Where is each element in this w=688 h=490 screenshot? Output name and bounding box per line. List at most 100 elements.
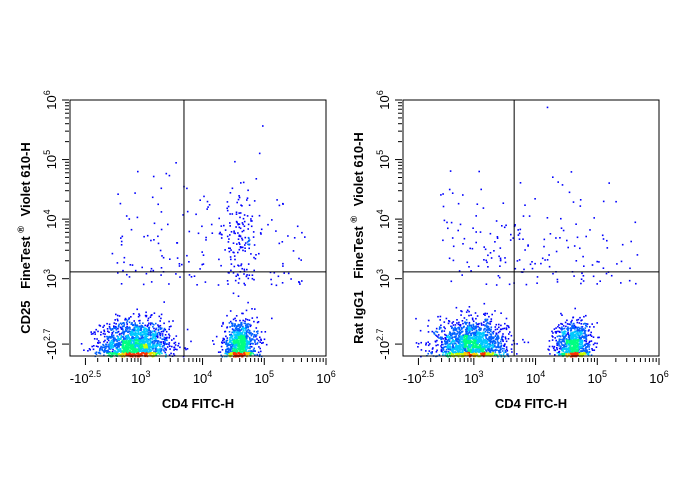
event-dot bbox=[464, 329, 467, 331]
event-dot bbox=[226, 235, 229, 238]
event-dot bbox=[455, 353, 458, 355]
event-dot bbox=[574, 328, 576, 330]
event-dot bbox=[567, 246, 569, 249]
event-dot bbox=[165, 348, 167, 350]
event-dot bbox=[218, 232, 221, 235]
event-dot bbox=[546, 106, 549, 109]
event-dot bbox=[201, 225, 203, 228]
event-dot bbox=[486, 329, 489, 331]
event-dot bbox=[163, 327, 166, 330]
event-dot bbox=[240, 325, 242, 327]
event-dot bbox=[444, 338, 447, 340]
event-dot bbox=[219, 231, 221, 234]
event-dot bbox=[552, 272, 554, 275]
event-dot bbox=[584, 331, 586, 334]
event-dot bbox=[462, 353, 464, 355]
event-dot bbox=[486, 312, 488, 315]
event-dot bbox=[475, 326, 477, 328]
event-dot bbox=[575, 332, 578, 335]
event-dot bbox=[462, 349, 464, 351]
event-dot bbox=[458, 321, 460, 324]
event-dot bbox=[243, 338, 246, 341]
event-dot bbox=[197, 232, 200, 235]
event-dot bbox=[473, 333, 476, 336]
event-dot bbox=[466, 341, 468, 344]
event-dot bbox=[487, 348, 489, 351]
event-dot bbox=[466, 345, 469, 348]
event-dot bbox=[486, 326, 489, 329]
event-dot bbox=[136, 326, 139, 329]
event-dot bbox=[237, 325, 239, 328]
event-dot bbox=[135, 336, 137, 338]
event-dot bbox=[254, 341, 256, 343]
event-dot bbox=[243, 282, 245, 285]
event-dot bbox=[163, 322, 165, 325]
event-dot bbox=[255, 335, 257, 338]
event-dot bbox=[493, 250, 495, 252]
event-dot bbox=[118, 350, 120, 352]
event-dot bbox=[441, 329, 443, 332]
event-dot bbox=[104, 333, 106, 335]
event-dot bbox=[270, 278, 272, 281]
x-axis-ticks: -102.5 103 104 105 106 bbox=[403, 358, 669, 386]
event-dot bbox=[516, 260, 519, 262]
event-dot bbox=[565, 354, 567, 356]
event-dot bbox=[158, 353, 161, 355]
event-dot bbox=[482, 350, 485, 352]
event-dot bbox=[220, 264, 222, 267]
event-dot bbox=[497, 331, 500, 334]
event-dot bbox=[246, 329, 248, 332]
event-dot bbox=[457, 229, 459, 232]
event-dot bbox=[148, 326, 151, 329]
event-dot bbox=[127, 327, 130, 329]
event-dot bbox=[558, 347, 561, 350]
event-dot bbox=[240, 353, 242, 355]
event-dot bbox=[292, 250, 295, 252]
event-dot bbox=[484, 330, 487, 333]
y-axis-marker: CD25 bbox=[18, 300, 33, 333]
event-dot bbox=[123, 337, 125, 340]
x-axis-ticks: -102.5 103 104 105 106 bbox=[70, 358, 336, 386]
event-dot bbox=[154, 351, 157, 353]
event-dot bbox=[582, 354, 585, 357]
event-dot bbox=[228, 247, 230, 249]
event-dot bbox=[154, 332, 157, 334]
event-dot bbox=[502, 350, 504, 352]
event-dot bbox=[564, 351, 567, 354]
event-dot bbox=[129, 352, 131, 354]
event-dot bbox=[497, 345, 500, 347]
event-dot bbox=[552, 176, 554, 178]
event-dot bbox=[584, 352, 587, 354]
event-dot bbox=[243, 344, 245, 346]
event-dot bbox=[229, 350, 232, 352]
event-dot bbox=[106, 351, 108, 354]
event-dot bbox=[455, 337, 458, 340]
event-dot bbox=[105, 343, 108, 346]
event-dot bbox=[553, 328, 556, 330]
event-dot bbox=[155, 335, 158, 337]
event-dot bbox=[448, 348, 450, 350]
event-dot bbox=[464, 321, 466, 324]
event-dot bbox=[565, 339, 567, 341]
event-dot bbox=[529, 263, 532, 266]
event-dot bbox=[237, 350, 239, 352]
event-dot bbox=[153, 346, 155, 348]
event-dot bbox=[488, 346, 491, 349]
event-dot bbox=[488, 331, 491, 334]
event-dot bbox=[585, 340, 588, 343]
event-dot bbox=[448, 343, 450, 346]
event-dot bbox=[122, 347, 125, 350]
event-dot bbox=[245, 335, 247, 338]
event-dot bbox=[230, 336, 233, 339]
event-dot bbox=[488, 315, 490, 318]
event-dot bbox=[536, 282, 538, 284]
event-dot bbox=[586, 325, 588, 328]
event-dot bbox=[253, 350, 256, 352]
event-dot bbox=[109, 337, 112, 339]
event-dot bbox=[230, 263, 233, 265]
event-dot bbox=[472, 350, 475, 352]
event-dot bbox=[455, 335, 458, 337]
event-dot bbox=[580, 346, 582, 348]
event-dot bbox=[141, 331, 143, 333]
event-dot bbox=[460, 338, 462, 341]
